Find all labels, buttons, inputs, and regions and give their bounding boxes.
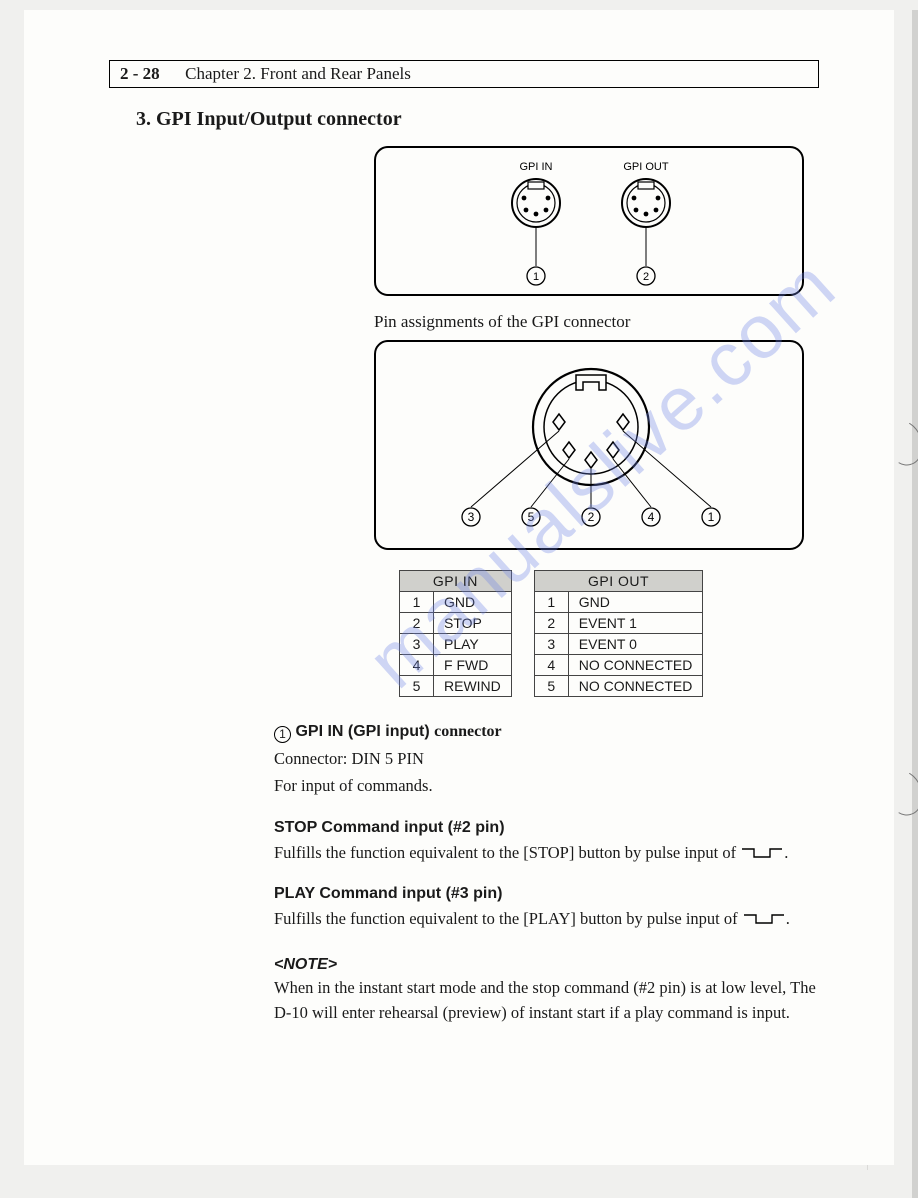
gpi-out-table: GPI OUT 1GND 2EVENT 1 3EVENT 0 4NO CONNE… <box>534 570 704 697</box>
page-header: 2 - 28 Chapter 2. Front and Rear Panels <box>109 60 819 88</box>
pin-assignment-diagram: 3 5 2 4 1 <box>374 340 804 550</box>
note-heading: <NOTE> <box>274 956 834 974</box>
play-command-heading: PLAY Command input (#3 pin) <box>274 885 834 903</box>
table-row: 5REWIND <box>400 676 512 697</box>
gpi-in-header: GPI IN <box>400 571 512 592</box>
table-row: 2STOP <box>400 613 512 634</box>
table-row: 1GND <box>534 592 703 613</box>
manual-page: 2 - 28 Chapter 2. Front and Rear Panels … <box>24 10 894 1165</box>
callout-2: 2 <box>643 271 649 283</box>
section-title: 3. GPI Input/Output connector <box>136 108 854 131</box>
table-row: 2EVENT 1 <box>534 613 703 634</box>
table-row: 4F FWD <box>400 655 512 676</box>
gpi-out-header: GPI OUT <box>534 571 703 592</box>
circled-1-icon: 1 <box>274 726 291 743</box>
pin-label-5: 5 <box>528 510 535 524</box>
body-text: 1 GPI IN (GPI input) connector Connector… <box>274 723 834 1026</box>
page-number: 2 - 28 <box>120 64 160 83</box>
pulse-icon <box>742 912 786 926</box>
connector-panel-diagram: GPI IN 1 GPI OUT 2 <box>374 146 804 296</box>
gpi-in-connector-heading: 1 GPI IN (GPI input) connector <box>274 723 834 743</box>
connector-purpose: For input of commands. <box>274 774 834 799</box>
pin-tables: GPI IN 1GND 2STOP 3PLAY 4F FWD 5REWIND G… <box>399 570 854 697</box>
scan-edge <box>912 10 918 1198</box>
stop-command-text: Fulfills the function equivalent to the … <box>274 841 834 866</box>
label-gpi-out: GPI OUT <box>623 161 669 173</box>
table-row: 3EVENT 0 <box>534 634 703 655</box>
connector-type: Connector: DIN 5 PIN <box>274 747 834 772</box>
punch-hole-icon <box>879 765 918 821</box>
play-command-text: Fulfills the function equivalent to the … <box>274 907 834 932</box>
pulse-icon <box>740 846 784 860</box>
chapter-title: Chapter 2. Front and Rear Panels <box>185 64 411 83</box>
stop-command-heading: STOP Command input (#2 pin) <box>274 819 834 837</box>
pin-label-4: 4 <box>648 510 655 524</box>
label-gpi-in: GPI IN <box>519 161 552 173</box>
pin-label-3: 3 <box>468 510 475 524</box>
pin-assignment-caption: Pin assignments of the GPI connector <box>374 312 854 332</box>
table-row: 4NO CONNECTED <box>534 655 703 676</box>
table-row: 5NO CONNECTED <box>534 676 703 697</box>
callout-1: 1 <box>533 271 539 283</box>
punch-hole-icon <box>879 415 918 471</box>
pin-label-2: 2 <box>588 510 595 524</box>
diagram-pinout-svg: 3 5 2 4 1 <box>376 342 806 552</box>
table-row: 3PLAY <box>400 634 512 655</box>
table-row: 1GND <box>400 592 512 613</box>
pin-label-1: 1 <box>708 510 715 524</box>
note-body: When in the instant start mode and the s… <box>274 976 834 1026</box>
diagram-panel-svg: GPI IN 1 GPI OUT 2 <box>376 148 806 298</box>
gpi-in-table: GPI IN 1GND 2STOP 3PLAY 4F FWD 5REWIND <box>399 570 512 697</box>
